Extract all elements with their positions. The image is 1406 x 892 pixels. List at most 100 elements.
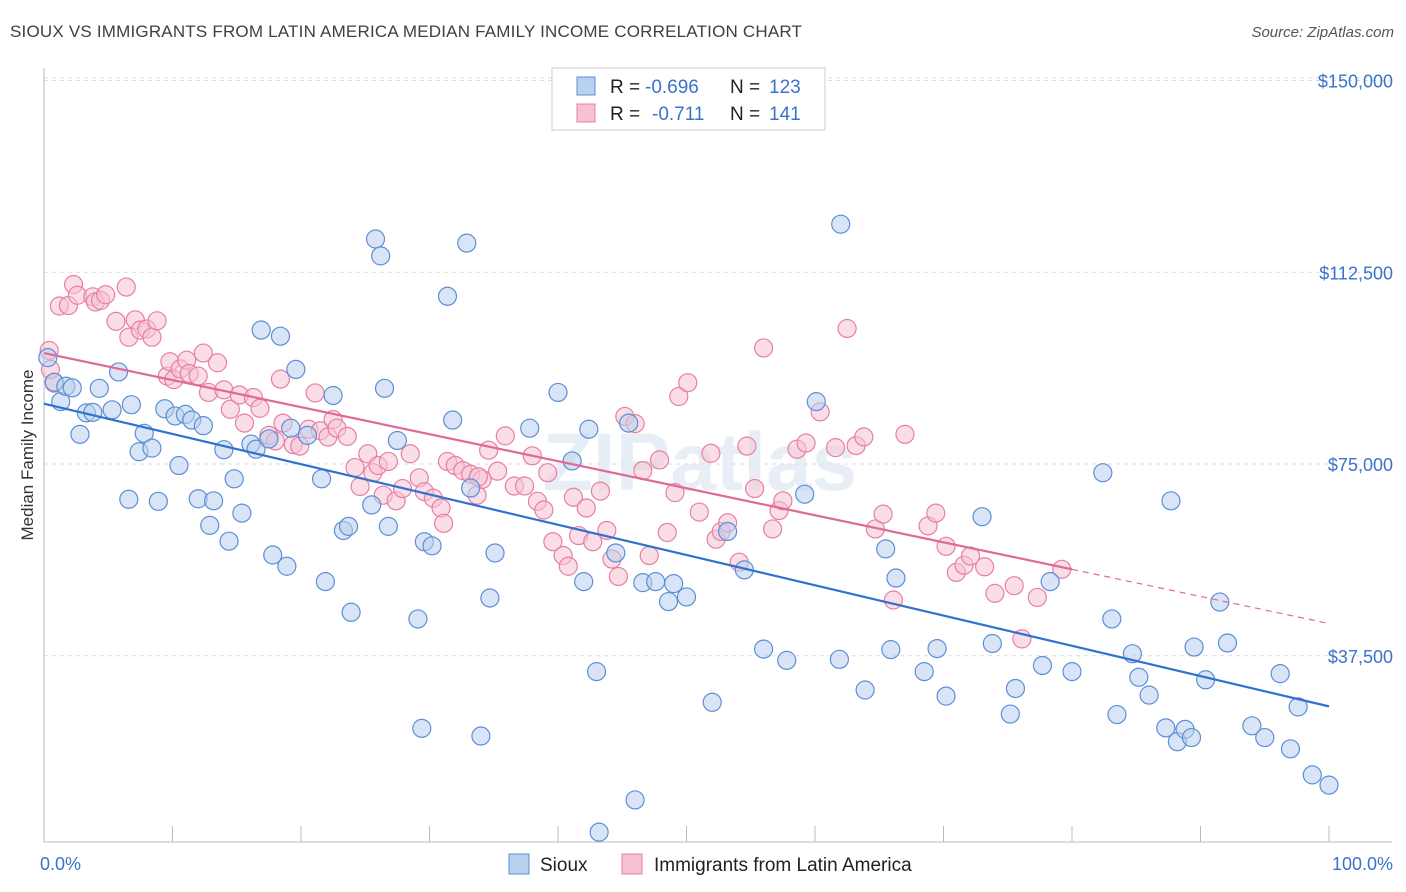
data-point-sioux	[982, 633, 1002, 654]
legend-n-label-2: N =	[730, 104, 760, 125]
data-point-sioux	[315, 572, 336, 592]
y-tick-label: $75,000	[1328, 455, 1393, 475]
bottom-legend-label-sioux: Sioux	[540, 855, 588, 876]
data-point-sioux	[676, 587, 697, 607]
data-point-immigrants	[854, 427, 874, 447]
data-point-immigrants	[657, 522, 677, 543]
data-point-immigrants	[576, 498, 596, 518]
data-point-sioux	[855, 680, 875, 700]
data-point-sioux	[200, 515, 220, 535]
data-point-immigrants	[737, 436, 757, 456]
data-point-sioux	[102, 400, 122, 420]
data-point-sioux	[619, 413, 639, 433]
data-point-sioux	[1107, 704, 1127, 725]
data-point-immigrants	[400, 444, 420, 464]
data-point-sioux	[658, 591, 679, 612]
data-point-immigrants	[873, 504, 893, 524]
data-point-sioux	[297, 425, 318, 445]
data-point-sioux	[365, 229, 386, 249]
data-point-immigrants	[1004, 576, 1024, 596]
legend-swatch-immigrants	[576, 103, 596, 123]
data-point-sioux	[1210, 592, 1230, 612]
data-point-immigrants	[488, 461, 508, 481]
bottom-legend-swatch-sioux	[508, 853, 530, 875]
data-point-immigrants	[837, 318, 857, 339]
data-point-sioux	[259, 429, 279, 449]
data-point-sioux	[1184, 637, 1204, 657]
data-point-sioux	[323, 385, 343, 406]
data-point-sioux	[480, 588, 500, 608]
data-point-sioux	[193, 416, 213, 436]
data-point-sioux	[121, 395, 141, 415]
data-point-immigrants	[669, 386, 689, 407]
data-point-sioux	[1102, 609, 1122, 629]
y-tick-labels: $37,500 $75,000 $112,500 $150,000	[1318, 72, 1393, 667]
data-point-sioux	[371, 246, 391, 266]
data-point-immigrants	[534, 500, 554, 520]
data-point-immigrants	[147, 311, 167, 331]
data-point-immigrants	[590, 481, 611, 501]
data-point-sioux	[387, 430, 407, 451]
data-point-immigrants	[1027, 587, 1047, 608]
data-point-sioux	[831, 214, 851, 234]
data-point-immigrants	[106, 311, 126, 331]
data-point-sioux	[412, 718, 432, 738]
data-point-sioux	[936, 686, 956, 706]
data-point-sioux	[142, 438, 162, 458]
data-point-immigrants	[193, 343, 213, 363]
data-point-sioux	[204, 491, 224, 511]
data-point-immigrants	[665, 483, 685, 503]
data-point-sioux	[461, 478, 481, 498]
data-point-sioux	[311, 469, 332, 489]
data-point-sioux	[1255, 727, 1275, 748]
data-point-immigrants	[220, 399, 240, 419]
data-point-immigrants	[639, 545, 659, 566]
y-axis-title: Median Family Income	[18, 369, 37, 540]
legend-n-label-1: N =	[730, 77, 760, 98]
data-point-immigrants	[538, 463, 558, 483]
data-point-sioux	[119, 489, 139, 509]
data-point-sioux	[1040, 572, 1060, 592]
legend-n-value-1: 123	[769, 77, 801, 98]
data-point-immigrants	[250, 398, 270, 418]
data-point-immigrants	[936, 536, 956, 556]
bottom-legend: Sioux Immigrants from Latin America	[508, 853, 912, 876]
legend-box: R = -0.696 N = 123 R = -0.711 N = 141	[551, 67, 826, 131]
data-point-immigrants	[825, 438, 846, 458]
data-point-immigrants	[495, 426, 515, 446]
data-point-sioux	[408, 609, 428, 629]
data-point-immigrants	[753, 338, 774, 358]
data-point-immigrants	[378, 451, 398, 472]
data-point-sioux	[62, 378, 82, 398]
data-point-immigrants	[188, 366, 208, 386]
data-point-sioux	[579, 419, 599, 439]
data-point-sioux	[437, 286, 458, 306]
data-point-immigrants	[975, 557, 995, 577]
data-point-immigrants	[234, 413, 255, 433]
data-point-immigrants	[479, 440, 499, 460]
data-point-sioux	[625, 790, 645, 810]
data-point-sioux	[70, 424, 90, 444]
data-point-sioux	[443, 410, 463, 430]
data-point-sioux	[876, 539, 896, 559]
data-point-sioux	[281, 418, 301, 438]
data-point-immigrants	[678, 373, 698, 393]
data-point-sioux	[1242, 716, 1262, 736]
data-point-sioux	[718, 521, 738, 542]
data-point-immigrants	[543, 532, 563, 552]
data-point-sioux	[214, 440, 234, 460]
data-point-sioux	[586, 662, 607, 682]
data-point-sioux	[38, 348, 58, 368]
legend-r-label-1: R =	[610, 77, 640, 98]
data-point-sioux	[1280, 739, 1301, 759]
trend-line-immigrants	[43, 351, 1073, 571]
data-point-immigrants	[649, 450, 670, 470]
trend-lines	[43, 351, 1330, 708]
data-point-sioux	[374, 378, 395, 398]
data-point-sioux	[1302, 765, 1322, 785]
data-point-sioux	[422, 536, 442, 556]
data-point-sioux	[562, 451, 582, 471]
data-point-sioux	[1181, 727, 1202, 748]
data-point-sioux	[1319, 775, 1339, 795]
data-point-sioux	[485, 543, 505, 563]
